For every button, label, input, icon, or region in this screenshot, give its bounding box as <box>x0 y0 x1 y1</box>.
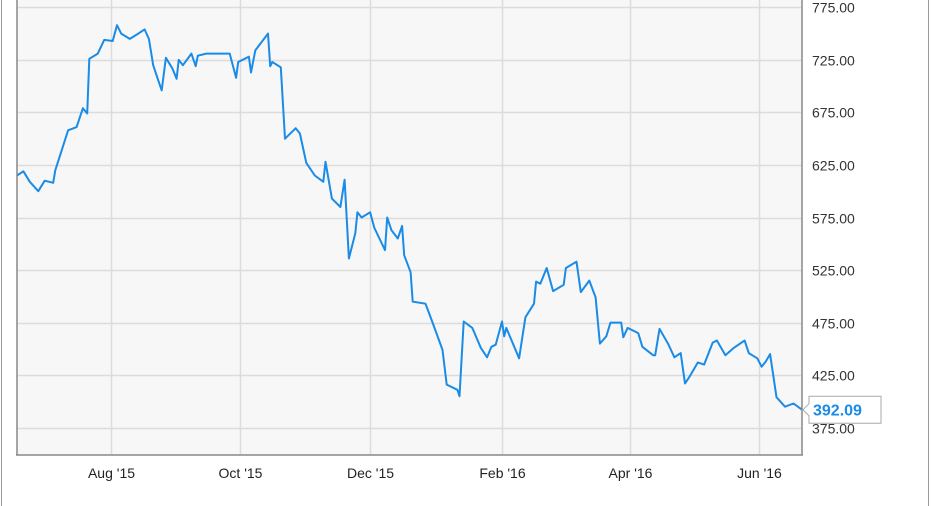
y-tick-label: 375.00 <box>812 421 855 437</box>
x-axis-labels: Aug '15 Oct '15 Dec '15 Feb '16 Apr '16 Jun '… <box>88 465 782 481</box>
y-tick-label: 475.00 <box>812 316 855 332</box>
y-tick-label: 775.00 <box>812 0 855 16</box>
plot-area <box>17 0 802 455</box>
last-value-marker: 392.09 <box>802 395 882 424</box>
x-tick-label: Jun '16 <box>737 465 782 481</box>
x-tick-label: Dec '15 <box>347 465 394 481</box>
gridlines <box>17 0 802 455</box>
y-axis-labels: 775.00 725.00 675.00 625.00 575.00 525.00 475.… <box>812 0 855 437</box>
x-tick-label: Aug '15 <box>88 465 135 481</box>
y-tick-label: 575.00 <box>812 211 855 227</box>
last-value-box <box>802 395 882 424</box>
y-tick-label: 425.00 <box>812 368 855 384</box>
y-tick-label: 625.00 <box>812 158 855 174</box>
x-tick-label: Feb '16 <box>479 465 525 481</box>
y-tick-label: 725.00 <box>812 53 855 69</box>
last-value-label: 392.09 <box>813 403 862 420</box>
price-line <box>16 24 803 411</box>
x-tick-label: Oct '15 <box>219 465 263 481</box>
y-tick-label: 525.00 <box>812 263 855 279</box>
y-tick-label: 675.00 <box>812 105 855 121</box>
x-tick-label: Apr '16 <box>609 465 653 481</box>
